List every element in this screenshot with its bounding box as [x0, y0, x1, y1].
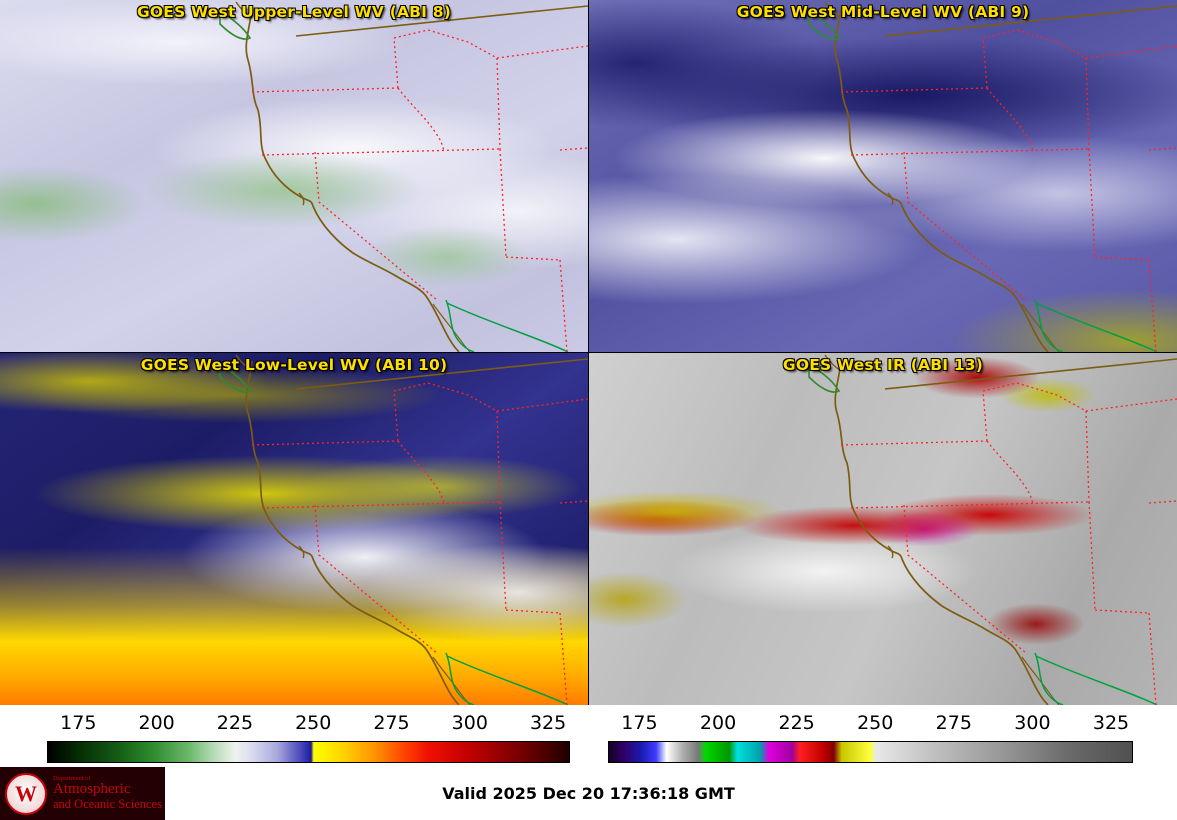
map-boundaries-overlay	[808, 1, 1177, 352]
colorbar-row: 175 200 225 250 275 300 325 175 200 225 …	[0, 705, 1177, 767]
ir-tick-label: 300	[1014, 712, 1051, 734]
wv-tick-label: 200	[138, 712, 175, 734]
ir-tick-label: 200	[699, 712, 737, 734]
ir-tick-label: 250	[857, 712, 894, 734]
wv-tick-label: 175	[60, 712, 97, 734]
panel-ir-abi13: GOES West IR (ABI 13)	[589, 353, 1177, 705]
ir-tick-label: 225	[778, 712, 815, 734]
map-boundaries-overlay	[808, 354, 1177, 705]
wv-tick-label: 325	[529, 712, 567, 734]
panel-low-level-wv-abi10: GOES West Low-Level WV (ABI 10)	[0, 353, 588, 705]
panel-title-abi13: GOES West IR (ABI 13)	[782, 356, 984, 374]
aos-department-logo: W Department of Atmospheric and Oceanic …	[0, 767, 165, 820]
wv-tick-label: 300	[451, 712, 488, 734]
wv-tick-label: 275	[373, 712, 410, 734]
quad-panel-grid: GOES West Upper-Level WV (ABI 8) GOES We…	[0, 0, 1177, 705]
ir-colorbar: 175 200 225 250 275 300 325	[588, 705, 1177, 767]
map-boundaries-overlay	[219, 354, 588, 705]
panel-title-abi10: GOES West Low-Level WV (ABI 10)	[140, 356, 448, 374]
ir-tick-label: 175	[621, 712, 658, 734]
logo-line-2: and Oceanic Sciences	[53, 797, 162, 812]
panel-upper-level-wv-abi8: GOES West Upper-Level WV (ABI 8)	[0, 0, 588, 352]
logo-line-1: Atmospheric	[53, 781, 131, 798]
panel-title-abi9: GOES West Mid-Level WV (ABI 9)	[736, 3, 1030, 21]
footer: W Department of Atmospheric and Oceanic …	[0, 767, 1177, 820]
ir-tick-label: 325	[1092, 712, 1130, 734]
panel-mid-level-wv-abi9: GOES West Mid-Level WV (ABI 9)	[589, 0, 1177, 352]
valid-timestamp: Valid 2025 Dec 20 17:36:18 GMT	[442, 784, 735, 803]
ir-colorbar-gradient	[608, 741, 1133, 763]
wv-tick-label: 250	[295, 712, 332, 734]
wv-colorbar: 175 200 225 250 275 300 325	[0, 705, 588, 767]
logo-text: Department of Atmospheric and Oceanic Sc…	[53, 774, 162, 812]
logo-dept-line: Department of	[53, 774, 91, 782]
wv-colorbar-gradient	[47, 741, 570, 763]
ir-tick-label: 275	[935, 712, 972, 734]
wv-tick-label: 225	[216, 712, 254, 734]
panel-title-abi8: GOES West Upper-Level WV (ABI 8)	[136, 3, 452, 21]
map-boundaries-overlay	[219, 1, 588, 352]
uw-crest-icon: W	[5, 772, 47, 815]
